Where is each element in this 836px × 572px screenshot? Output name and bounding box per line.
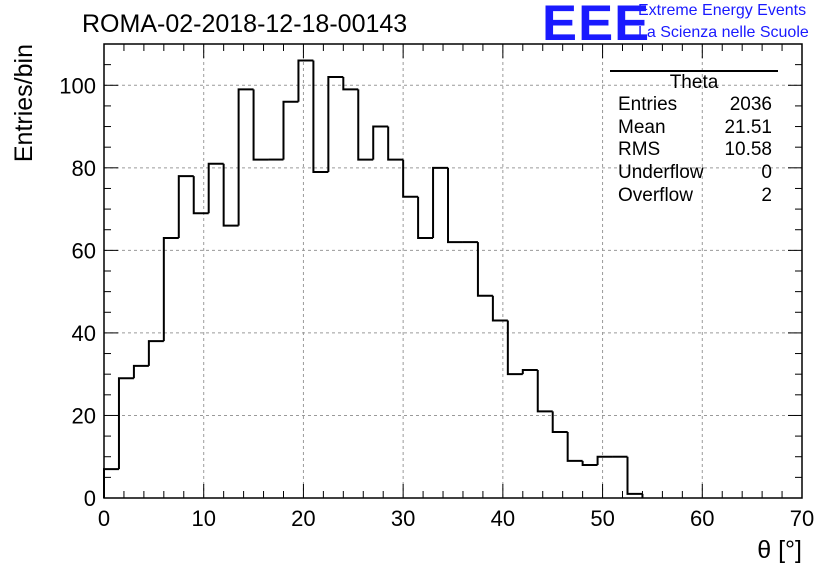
stats-row-overflow: Overflow 2 [610, 185, 778, 208]
histogram-bin [417, 196, 434, 239]
chart-title: ROMA-02-2018-12-18-00143 [82, 10, 408, 38]
histogram-bin [342, 77, 359, 91]
histogram-bin [402, 159, 419, 198]
x-tick-label: 0 [98, 506, 110, 531]
histogram-bin [536, 370, 553, 413]
x-axis-label: θ [°] [757, 536, 802, 564]
stats-value: 10.58 [724, 139, 772, 161]
stats-label: Underflow [618, 162, 704, 184]
y-tick-label: 80 [72, 156, 96, 181]
histogram-bin [252, 89, 269, 161]
stats-box: Theta Entries 2036 Mean 21.51 RMS 10.58 … [610, 70, 778, 208]
stats-value: 0 [761, 162, 772, 184]
histogram-bin [506, 320, 523, 376]
histogram-bin [491, 295, 508, 322]
x-tick-label: 10 [191, 506, 215, 531]
histogram-bin [117, 377, 134, 470]
y-tick-label: 20 [72, 403, 96, 428]
x-tick-label: 60 [690, 506, 714, 531]
histogram-bin [447, 167, 463, 244]
histogram-bin [521, 369, 538, 375]
eee-logo: EEE [542, 0, 651, 51]
y-tick-label: 0 [84, 486, 96, 511]
histogram-bin [596, 455, 613, 465]
stats-row-mean: Mean 21.51 [610, 117, 778, 140]
x-tick-label: 70 [790, 506, 814, 531]
stats-label: Overflow [618, 184, 693, 206]
histogram-bin [222, 163, 239, 227]
stats-title: Theta [669, 72, 719, 93]
histogram-series [103, 59, 644, 498]
histogram-bin [566, 431, 583, 462]
stats-label: RMS [618, 139, 661, 161]
histogram-bin [387, 126, 404, 161]
stats-value: 2036 [729, 94, 772, 115]
histogram-bin [192, 176, 209, 215]
histogram-bin [476, 242, 493, 297]
stats-row-entries: Entries 2036 [610, 94, 778, 117]
histogram-bin [132, 364, 149, 379]
histogram-bin [162, 236, 179, 342]
x-tick-label: 30 [391, 506, 415, 531]
histogram-bin [207, 162, 224, 214]
histogram-bin [282, 100, 299, 160]
grid-lines [104, 44, 802, 498]
stats-label: Entries [618, 94, 678, 115]
stats-value: 21.51 [724, 116, 772, 138]
histogram-bin [372, 125, 389, 160]
histogram-bin [237, 88, 254, 226]
histogram-bin [626, 456, 643, 495]
histogram-bin [177, 175, 194, 238]
stats-value: 2 [761, 184, 772, 206]
stats-label: Mean [618, 116, 666, 138]
stats-row-underflow: Underflow 0 [610, 162, 778, 185]
x-tick-label: 50 [590, 506, 614, 531]
histogram-bin [581, 460, 598, 466]
y-tick-label: 40 [72, 321, 96, 346]
histogram-bin [357, 89, 374, 161]
logo-line-1: Extreme Energy Events [638, 2, 807, 19]
histogram-bin [103, 468, 119, 498]
stats-top-rule [610, 70, 778, 72]
histogram-bin [327, 76, 344, 172]
histogram-bin [432, 166, 449, 238]
logo-line-2: La Scienza nelle Scuole [638, 24, 809, 41]
x-tick-label: 40 [491, 506, 515, 531]
y-axis-label: Entries/bin [10, 44, 38, 162]
histogram-bin [312, 60, 329, 173]
y-tick-label: 100 [59, 73, 96, 98]
histogram-bin [297, 59, 314, 102]
x-tick-label: 20 [291, 506, 315, 531]
stats-row-rms: RMS 10.58 [610, 139, 778, 162]
histogram-bin [147, 340, 164, 366]
histogram-bin [551, 411, 568, 433]
y-tick-label: 60 [72, 238, 96, 263]
